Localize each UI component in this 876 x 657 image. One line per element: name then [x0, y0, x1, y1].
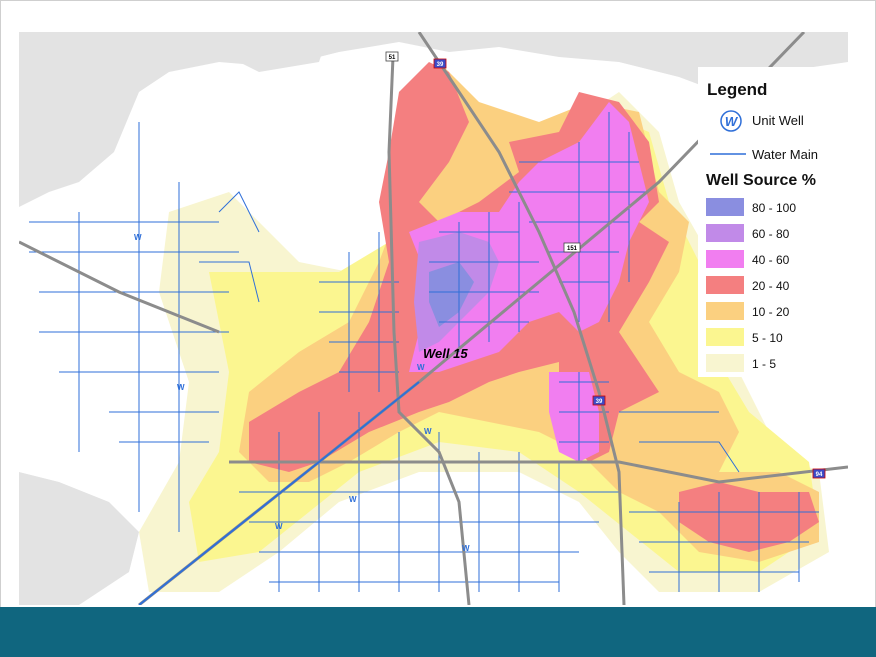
legend: Legend W Unit Well Water Main Well Sourc…: [698, 67, 848, 377]
highway-west: [19, 240, 220, 334]
swatch-60-80: [706, 224, 744, 242]
well-marker: W: [275, 522, 283, 531]
water-main-line-icon: [710, 153, 746, 155]
well-marker: W: [177, 383, 185, 392]
swatch-label: 60 - 80: [752, 227, 790, 241]
legend-unit-well: W Unit Well: [706, 110, 846, 132]
svg-text:94: 94: [816, 472, 823, 478]
svg-text:39: 39: [596, 399, 603, 405]
well-marker: W: [134, 233, 142, 242]
water-main-label: Water Main: [752, 147, 818, 162]
well-marker: W: [462, 544, 470, 553]
highway-shields: 51 39 151 39 94: [385, 51, 826, 479]
well-marker: W: [424, 427, 432, 436]
highway-39: [417, 32, 626, 605]
well-marker: W: [349, 495, 357, 504]
well-15-label: Well 15: [423, 346, 468, 361]
highway-94: [229, 460, 848, 484]
swatch-label: 1 - 5: [752, 357, 777, 371]
shield-39-south: 39: [592, 395, 606, 406]
highway-51: [387, 56, 471, 605]
svg-text:39: 39: [437, 62, 444, 68]
swatch-label: 10 - 20: [752, 305, 790, 319]
svg-text:51: 51: [389, 55, 396, 61]
well-source-title: Well Source %: [706, 172, 816, 189]
svg-text:151: 151: [567, 246, 578, 252]
zone-80-100: [429, 262, 474, 327]
lake: [19, 472, 139, 605]
zone-40-60-south: [549, 372, 599, 462]
shield-94: 94: [812, 468, 826, 479]
legend-title: Legend: [707, 80, 768, 99]
footer-bar: [0, 607, 876, 657]
swatch-80-100: [706, 198, 744, 216]
legend-water-main: Water Main: [706, 144, 846, 166]
swatch-1-5: [706, 354, 744, 372]
swatch-label: 40 - 60: [752, 253, 790, 267]
unit-well-icon: W: [720, 110, 742, 132]
swatch-10-20: [706, 302, 744, 320]
shield-39-north: 39: [433, 58, 447, 69]
swatch-20-40: [706, 276, 744, 294]
unit-well-markers: W W W W W W W: [134, 233, 470, 553]
unit-well-label: Unit Well: [752, 113, 804, 128]
shield-151: 151: [563, 242, 581, 253]
lake-2: [219, 32, 329, 72]
water-mains: [29, 112, 819, 592]
well-15-marker: W: [417, 363, 425, 372]
swatch-label: 80 - 100: [752, 201, 797, 215]
shield-51: 51: [385, 51, 399, 62]
swatch-40-60: [706, 250, 744, 268]
svg-text:W: W: [725, 114, 739, 129]
swatch-label: 20 - 40: [752, 279, 790, 293]
swatch-5-10: [706, 328, 744, 346]
swatch-label: 5 - 10: [752, 331, 783, 345]
zone-20-40-east: [679, 482, 819, 552]
